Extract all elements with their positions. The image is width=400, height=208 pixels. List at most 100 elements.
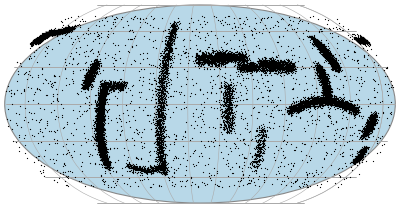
Point	[318, 47, 324, 50]
Point	[98, 103, 105, 107]
Point	[156, 87, 162, 90]
Point	[327, 62, 334, 65]
Point	[86, 77, 92, 80]
Point	[160, 166, 166, 169]
Point	[154, 140, 160, 143]
Point	[96, 126, 102, 129]
Point	[93, 62, 99, 66]
Point	[233, 57, 239, 61]
Point	[297, 99, 303, 102]
Point	[161, 49, 168, 52]
Point	[197, 55, 204, 58]
Point	[160, 98, 167, 101]
Point	[320, 87, 326, 90]
Point	[59, 31, 66, 35]
Point	[87, 67, 94, 70]
Point	[300, 103, 306, 106]
Point	[317, 46, 324, 49]
Point	[316, 42, 323, 45]
Point	[98, 119, 104, 122]
Point	[104, 163, 110, 166]
Point	[37, 37, 43, 41]
Point	[159, 164, 166, 167]
Point	[256, 64, 262, 68]
Point	[166, 29, 172, 33]
Point	[332, 64, 338, 67]
Point	[281, 164, 287, 167]
Point	[98, 100, 104, 103]
Point	[61, 27, 67, 31]
Point	[329, 60, 336, 63]
Point	[266, 62, 272, 66]
Point	[355, 39, 362, 42]
Point	[250, 26, 257, 29]
Point	[235, 67, 242, 70]
Point	[217, 102, 223, 106]
Point	[241, 67, 248, 71]
Point	[100, 93, 107, 96]
Point	[202, 36, 208, 39]
Point	[348, 104, 354, 107]
Point	[322, 87, 329, 90]
Point	[60, 31, 66, 34]
Point	[86, 77, 93, 80]
Point	[117, 88, 124, 91]
Point	[88, 72, 94, 75]
Point	[58, 28, 64, 32]
Point	[134, 166, 140, 170]
Point	[96, 109, 103, 113]
Point	[354, 160, 361, 163]
Point	[100, 146, 107, 150]
Point	[171, 25, 178, 28]
Point	[314, 43, 320, 46]
Point	[97, 98, 103, 101]
Point	[121, 83, 128, 86]
Point	[310, 105, 317, 108]
Point	[321, 87, 327, 90]
Point	[158, 158, 164, 161]
Point	[327, 96, 333, 99]
Point	[157, 143, 164, 146]
Point	[167, 31, 174, 34]
Point	[96, 95, 103, 99]
Point	[319, 88, 325, 92]
Point	[119, 86, 126, 89]
Point	[322, 81, 328, 84]
Point	[384, 74, 390, 78]
Point	[358, 106, 364, 109]
Point	[305, 100, 312, 103]
Point	[320, 47, 327, 50]
Point	[92, 106, 98, 110]
Point	[221, 58, 227, 61]
Point	[221, 100, 227, 103]
Point	[368, 120, 375, 124]
Point	[367, 120, 374, 123]
Point	[363, 123, 370, 126]
Point	[231, 57, 238, 60]
Point	[347, 103, 354, 106]
Point	[97, 128, 104, 131]
Point	[304, 99, 311, 103]
Point	[37, 36, 44, 40]
Point	[29, 41, 36, 44]
Point	[334, 103, 340, 106]
Point	[157, 150, 164, 154]
Point	[267, 63, 274, 67]
Point	[242, 70, 248, 73]
Point	[220, 84, 227, 87]
Point	[218, 98, 224, 101]
Point	[363, 133, 369, 137]
Point	[319, 45, 325, 49]
Point	[225, 125, 231, 128]
Point	[155, 112, 162, 115]
Point	[81, 82, 88, 85]
Point	[200, 53, 207, 56]
Point	[98, 116, 104, 120]
Point	[360, 150, 366, 153]
Point	[199, 118, 205, 121]
Point	[56, 30, 62, 33]
Point	[361, 149, 367, 152]
Point	[264, 59, 270, 63]
Point	[196, 57, 203, 60]
Point	[227, 53, 234, 57]
